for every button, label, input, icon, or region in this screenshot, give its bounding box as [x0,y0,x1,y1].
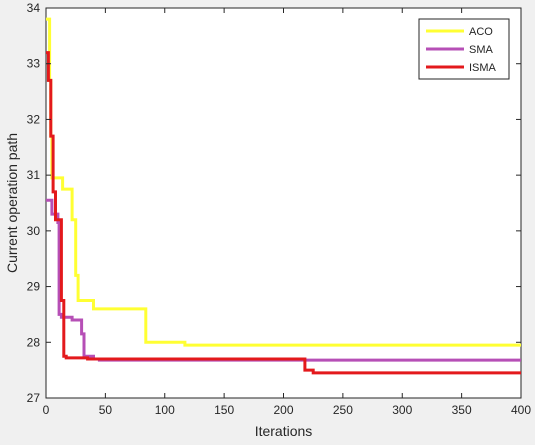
series-layer [46,17,521,375]
x-tick-label: 150 [214,403,234,417]
y-tick-label: 32 [27,112,41,126]
axes-layer: 0 50 100 150 200 250 300 350 400 27 28 29 30 31 32 33 34 [27,1,532,417]
y-tick-label: 30 [27,224,41,238]
y-tick-label: 34 [27,1,41,15]
y-tick-label: 29 [27,280,41,294]
x-axis-label: Iterations [255,423,313,439]
legend: ACO SMA ISMA [418,18,510,80]
y-tick-label: 28 [27,335,41,349]
x-tick-label: 250 [333,403,353,417]
x-tick-label: 0 [43,403,50,417]
y-tick-label: 31 [27,168,41,182]
x-tick-label: 50 [99,403,113,417]
y-tick-label: 33 [27,57,41,71]
series-line-isma [46,51,521,375]
x-tick-label: 200 [273,403,293,417]
x-tick-label: 300 [392,403,412,417]
x-tick-label: 100 [155,403,175,417]
y-axis-label: Current operation path [4,133,20,273]
x-tick-label: 400 [511,403,531,417]
legend-label-aco: ACO [469,26,493,38]
legend-label-isma: ISMA [469,62,497,74]
y-tick-label: 27 [27,391,41,405]
legend-label-sma: SMA [469,44,494,56]
x-tick-label: 350 [452,403,472,417]
